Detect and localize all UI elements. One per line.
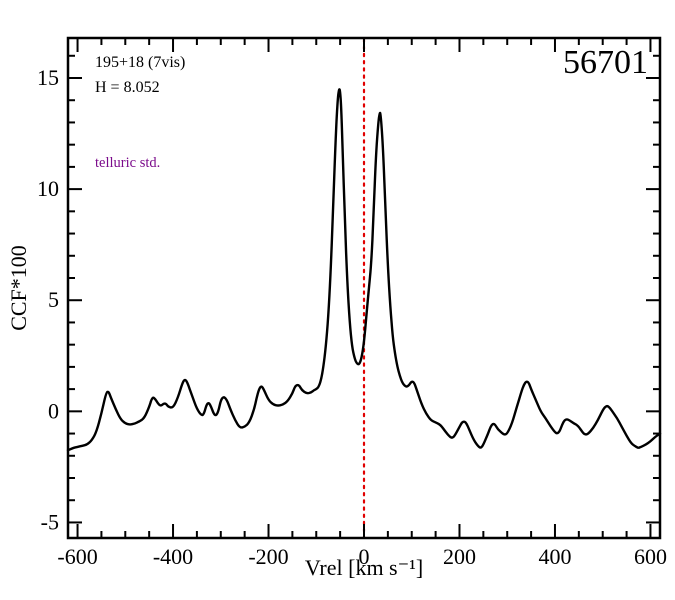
y-tick-label: -5 xyxy=(41,509,59,534)
y-tick-label: 15 xyxy=(37,65,59,90)
x-tick-label: 200 xyxy=(443,544,476,569)
y-tick-label: 0 xyxy=(48,398,59,423)
plot-frame xyxy=(66,36,662,540)
y-tick-label: 5 xyxy=(48,287,59,312)
x-axis-title: Vrel [km s⁻¹] xyxy=(304,555,424,580)
x-tick-label: 400 xyxy=(538,544,571,569)
x-tick-label: -200 xyxy=(248,544,288,569)
field-visits-label: 195+18 (7vis) xyxy=(95,54,186,71)
x-tick-label: -600 xyxy=(57,544,97,569)
telluric-std-label: telluric std. xyxy=(95,155,161,171)
x-tick-label: 600 xyxy=(634,544,667,569)
x-tick-label: 0 xyxy=(359,544,370,569)
y-axis-title: CCF*100 xyxy=(6,245,31,331)
hmag-label: H = 8.052 xyxy=(95,79,160,96)
y-tick-label: 10 xyxy=(37,176,59,201)
mjd-label: 56701 xyxy=(563,44,648,81)
x-tick-label: -400 xyxy=(153,544,193,569)
ccf-curve xyxy=(66,88,662,452)
